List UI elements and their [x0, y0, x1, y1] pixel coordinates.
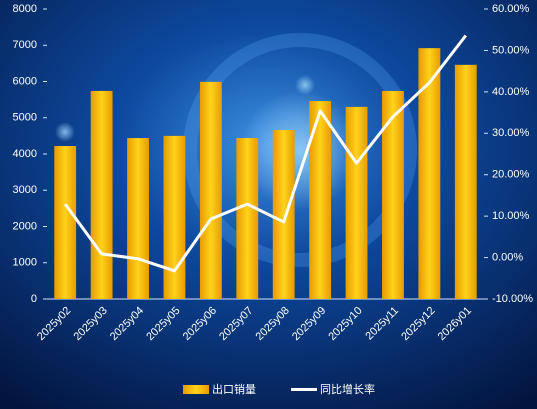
y2-tick-label: 30.00% [492, 127, 530, 139]
y2-tick-label: 10.00% [492, 210, 530, 222]
y-tick-label: 8000 [13, 3, 37, 15]
decor-ring [183, 33, 417, 267]
y2-tick-label: 40.00% [492, 86, 530, 98]
bar [163, 135, 186, 299]
bar [127, 138, 149, 299]
y2-tick-label: -10.00% [492, 293, 533, 305]
bar [418, 48, 441, 300]
bar [345, 106, 368, 299]
y-tick-label: 3000 [13, 184, 37, 196]
bar [309, 101, 332, 299]
y-tick-label: 7000 [13, 39, 37, 51]
y-tick-label: 1000 [13, 257, 37, 269]
bar [382, 90, 404, 299]
bar [54, 146, 77, 299]
bar [199, 81, 222, 299]
legend-swatch [183, 385, 209, 394]
y-tick-label: 6000 [13, 75, 37, 87]
y2-tick-label: 0.00% [492, 251, 523, 263]
bar [90, 90, 113, 299]
bar [236, 138, 259, 299]
legend-label: 同比增长率 [320, 382, 375, 396]
y-tick-label: 2000 [13, 220, 37, 232]
y-tick-label: 0 [31, 293, 37, 305]
y2-tick-label: 50.00% [492, 44, 530, 56]
bar [272, 130, 295, 299]
bar [454, 64, 477, 299]
y-tick-label: 5000 [13, 112, 37, 124]
y-tick-label: 4000 [13, 148, 37, 160]
y2-tick-label: 60.00% [492, 3, 530, 15]
y2-tick-label: 20.00% [492, 169, 530, 181]
decor-glow [55, 122, 75, 142]
line [63, 34, 467, 273]
legend-label: 出口销量 [212, 382, 256, 396]
decor-glow [295, 75, 315, 95]
